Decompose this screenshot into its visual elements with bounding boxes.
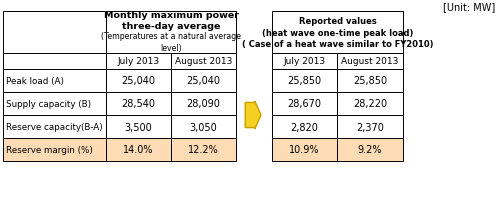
Bar [3, 115, 106, 138]
Text: Supply capacity (B): Supply capacity (B) [6, 100, 91, 108]
Bar [272, 70, 337, 93]
Bar [3, 70, 106, 93]
Text: July 2013: July 2013 [118, 57, 159, 66]
Text: 25,040: 25,040 [186, 76, 221, 86]
Text: 3,050: 3,050 [190, 122, 217, 132]
Bar [106, 70, 171, 93]
Text: 12.2%: 12.2% [188, 145, 219, 155]
Text: August 2013: August 2013 [341, 57, 399, 66]
Bar [171, 138, 236, 161]
Text: 10.9%: 10.9% [289, 145, 320, 155]
Bar [337, 115, 403, 138]
Text: 28,670: 28,670 [287, 99, 322, 109]
Text: Reserve capacity(B-A): Reserve capacity(B-A) [6, 122, 103, 131]
Bar [106, 138, 171, 161]
Text: 25,850: 25,850 [287, 76, 322, 86]
Bar [337, 138, 403, 161]
Bar [272, 12, 403, 54]
Text: 28,540: 28,540 [122, 99, 155, 109]
Bar [337, 70, 403, 93]
Text: Reported values
(heat wave one-time peak load)
( Case of a heat wave similar to : Reported values (heat wave one-time peak… [242, 17, 433, 48]
Text: 3,500: 3,500 [124, 122, 152, 132]
Text: (Temperatures at a natural average
level): (Temperatures at a natural average level… [101, 32, 241, 52]
Bar [3, 138, 106, 161]
Bar [3, 12, 106, 54]
Text: Peak load (A): Peak load (A) [6, 77, 64, 86]
Polygon shape [245, 101, 261, 129]
Bar [171, 70, 236, 93]
Text: 9.2%: 9.2% [358, 145, 382, 155]
Bar [272, 93, 337, 115]
Text: Reserve margin (%): Reserve margin (%) [6, 145, 93, 154]
Bar [106, 12, 236, 54]
Text: 2,820: 2,820 [290, 122, 318, 132]
Text: [Unit: MW]: [Unit: MW] [443, 2, 495, 12]
Text: July 2013: July 2013 [283, 57, 326, 66]
Text: 28,220: 28,220 [353, 99, 387, 109]
Bar [3, 54, 106, 70]
Text: August 2013: August 2013 [175, 57, 232, 66]
Bar [272, 54, 337, 70]
Bar [272, 115, 337, 138]
Bar [106, 115, 171, 138]
Bar [272, 138, 337, 161]
Bar [171, 115, 236, 138]
Text: 14.0%: 14.0% [123, 145, 154, 155]
Text: 2,370: 2,370 [356, 122, 384, 132]
Bar [171, 54, 236, 70]
Bar [337, 54, 403, 70]
Text: 25,850: 25,850 [353, 76, 387, 86]
Text: 28,090: 28,090 [187, 99, 221, 109]
Bar [337, 93, 403, 115]
Bar [106, 93, 171, 115]
Text: Monthly maximum power
three-day average: Monthly maximum power three-day average [104, 11, 239, 31]
Bar [3, 93, 106, 115]
Bar [171, 93, 236, 115]
Bar [106, 54, 171, 70]
Text: 25,040: 25,040 [122, 76, 155, 86]
